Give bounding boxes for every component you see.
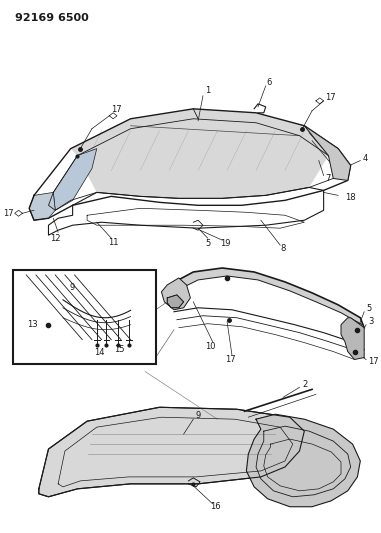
Polygon shape bbox=[341, 318, 364, 360]
Polygon shape bbox=[53, 149, 97, 211]
Polygon shape bbox=[247, 414, 360, 507]
Text: 19: 19 bbox=[220, 239, 231, 248]
Text: 10: 10 bbox=[205, 342, 216, 351]
Text: 12: 12 bbox=[50, 233, 61, 243]
Text: 2: 2 bbox=[303, 380, 307, 389]
Polygon shape bbox=[39, 407, 304, 497]
Text: 5: 5 bbox=[366, 304, 371, 313]
Text: 7: 7 bbox=[326, 174, 331, 183]
Polygon shape bbox=[167, 295, 184, 308]
Text: 13: 13 bbox=[27, 320, 37, 329]
Text: 1: 1 bbox=[205, 86, 210, 95]
Text: 4: 4 bbox=[362, 154, 368, 163]
Text: 17: 17 bbox=[3, 209, 14, 218]
Text: 3: 3 bbox=[368, 317, 373, 326]
Polygon shape bbox=[169, 268, 364, 328]
Text: 17: 17 bbox=[368, 357, 379, 366]
Text: 8: 8 bbox=[280, 244, 286, 253]
Polygon shape bbox=[29, 192, 55, 220]
Text: 17: 17 bbox=[111, 106, 122, 114]
Text: 18: 18 bbox=[345, 193, 355, 202]
Text: 17: 17 bbox=[225, 355, 235, 364]
Bar bbox=[13, 270, 156, 365]
Text: 16: 16 bbox=[210, 502, 221, 511]
Text: 15: 15 bbox=[114, 345, 124, 354]
Text: 11: 11 bbox=[108, 238, 118, 247]
Text: 17: 17 bbox=[325, 93, 336, 102]
Polygon shape bbox=[304, 126, 351, 181]
Text: 6: 6 bbox=[267, 78, 272, 87]
Text: 9: 9 bbox=[195, 411, 201, 419]
Text: 14: 14 bbox=[94, 348, 105, 357]
Text: 92169 6500: 92169 6500 bbox=[15, 13, 88, 23]
Text: 5: 5 bbox=[205, 239, 210, 248]
Text: 9: 9 bbox=[70, 284, 75, 293]
Polygon shape bbox=[162, 278, 190, 310]
Polygon shape bbox=[71, 109, 328, 198]
